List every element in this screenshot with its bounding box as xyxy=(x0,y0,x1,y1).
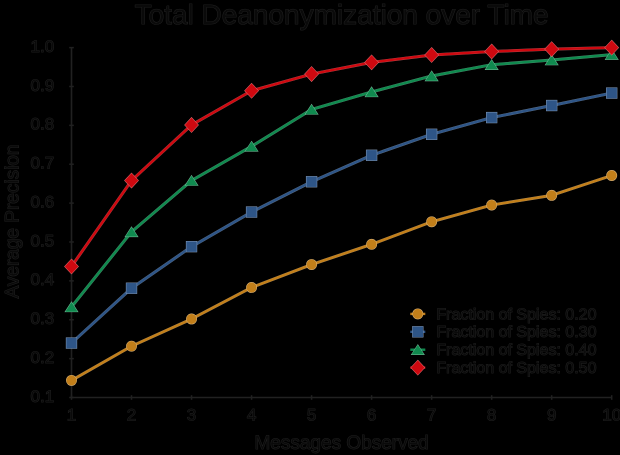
svg-text:Fraction of Spies: 0.40: Fraction of Spies: 0.40 xyxy=(436,342,596,359)
svg-text:Fraction of Spies: 0.50: Fraction of Spies: 0.50 xyxy=(436,360,596,377)
svg-text:0.2: 0.2 xyxy=(31,348,55,367)
svg-text:0.5: 0.5 xyxy=(31,231,55,250)
svg-text:Total Deanonymization over Tim: Total Deanonymization over Time xyxy=(135,0,549,30)
svg-text:Fraction of Spies: 0.20: Fraction of Spies: 0.20 xyxy=(436,306,596,323)
svg-text:0.9: 0.9 xyxy=(31,76,55,95)
svg-text:1.0: 1.0 xyxy=(31,37,55,56)
svg-text:0.1: 0.1 xyxy=(31,387,55,406)
svg-text:Messages Observed: Messages Observed xyxy=(254,433,428,454)
svg-text:9: 9 xyxy=(547,406,556,425)
svg-text:0.8: 0.8 xyxy=(31,115,55,134)
svg-text:8: 8 xyxy=(487,406,496,425)
svg-text:10: 10 xyxy=(602,406,620,425)
svg-text:0.4: 0.4 xyxy=(31,270,55,289)
svg-text:Average Precision: Average Precision xyxy=(3,145,24,299)
svg-text:6: 6 xyxy=(367,406,376,425)
svg-text:0.3: 0.3 xyxy=(31,309,55,328)
svg-text:0.7: 0.7 xyxy=(31,154,55,173)
svg-text:7: 7 xyxy=(427,406,436,425)
svg-text:Fraction of Spies: 0.30: Fraction of Spies: 0.30 xyxy=(436,324,596,341)
svg-text:5: 5 xyxy=(307,406,316,425)
svg-text:2: 2 xyxy=(127,406,136,425)
svg-text:0.6: 0.6 xyxy=(31,192,55,211)
svg-text:3: 3 xyxy=(187,406,196,425)
svg-text:1: 1 xyxy=(67,406,76,425)
svg-text:4: 4 xyxy=(247,406,256,425)
